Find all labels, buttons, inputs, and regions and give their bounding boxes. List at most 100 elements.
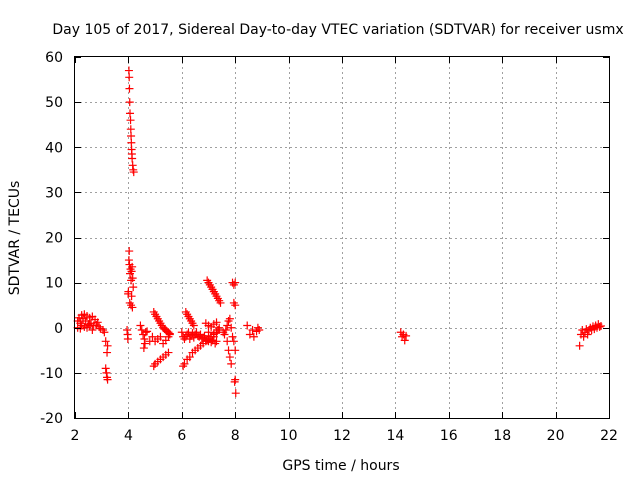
data-point: [140, 339, 149, 348]
y-tick-labels: -20 -10 0 10 20 30 40 50 60: [40, 50, 63, 427]
data-point: [227, 323, 236, 332]
data-point: [124, 66, 133, 75]
data-point: [103, 375, 112, 384]
data-point: [103, 348, 112, 357]
data-point: [93, 318, 102, 327]
data-point: [126, 116, 135, 125]
data-point: [127, 131, 136, 140]
data-point: [103, 341, 112, 350]
x-tick-label: 16: [440, 428, 458, 444]
data-point: [248, 326, 257, 335]
data-point: [139, 344, 148, 353]
data-point: [231, 301, 240, 310]
data-point: [231, 375, 240, 384]
data-point: [596, 321, 605, 330]
data-point: [129, 168, 138, 177]
y-tick-label: 60: [45, 50, 63, 66]
data-point: [225, 353, 234, 362]
x-tick-labels: 2 4 6 8 10 12 14 16 18 20 22: [71, 428, 618, 444]
data-point: [249, 332, 258, 341]
x-axis-label: GPS time / hours: [282, 458, 399, 474]
data-point: [223, 321, 232, 330]
y-axis-label: SDTVAR / TECUs: [7, 181, 23, 296]
y-tick-label: 40: [45, 140, 63, 156]
data-point: [126, 109, 135, 118]
y-tick-label: 20: [45, 231, 63, 247]
data-point: [209, 329, 218, 338]
x-tick-label: 22: [600, 428, 618, 444]
y-tick-label: -20: [40, 411, 63, 427]
data-point: [125, 98, 134, 107]
x-tick-label: 14: [386, 428, 404, 444]
x-tick-label: 10: [280, 428, 298, 444]
data-point: [224, 346, 233, 355]
data-point: [243, 321, 252, 330]
data-point: [227, 359, 236, 368]
data-point: [216, 298, 225, 307]
data-point: [137, 326, 146, 335]
data-point: [124, 287, 133, 296]
y-tick-label: -10: [40, 366, 63, 382]
data-point: [123, 335, 132, 344]
x-tick-label: 6: [177, 428, 186, 444]
data-point: [125, 73, 134, 82]
data-point: [185, 353, 194, 362]
chart-title: Day 105 of 2017, Sidereal Day-to-day VTE…: [52, 22, 623, 38]
data-point: [164, 328, 173, 337]
data-point: [192, 328, 201, 337]
y-tick-label: 0: [54, 321, 63, 337]
data-point: [128, 262, 137, 271]
data-point: [204, 328, 213, 337]
data-point: [595, 322, 604, 331]
data-point: [221, 326, 230, 335]
data-point: [575, 341, 584, 350]
data-point: [136, 321, 145, 330]
x-tick-label: 4: [124, 428, 133, 444]
data-point: [223, 337, 232, 346]
data-point: [126, 125, 135, 134]
data-point: [180, 359, 189, 368]
data-point: [231, 346, 240, 355]
data-point: [189, 321, 198, 330]
data-point: [125, 84, 134, 93]
x-tick-label: 8: [231, 428, 240, 444]
data-point: [228, 332, 237, 341]
data-point: [231, 278, 240, 287]
axis-ticks: [75, 57, 610, 419]
data-point: [127, 138, 136, 147]
data-point: [128, 154, 137, 163]
data-point: [213, 326, 222, 335]
grid-lines: [75, 57, 609, 418]
data-point: [400, 336, 409, 345]
data-point: [101, 364, 110, 373]
x-tick-label: 12: [333, 428, 351, 444]
data-point: [583, 330, 592, 339]
data-point: [141, 328, 150, 337]
data-point: [128, 303, 137, 312]
data-point: [177, 328, 186, 337]
data-point: [220, 330, 229, 339]
y-tick-label: 50: [45, 95, 63, 111]
data-point: [212, 318, 221, 327]
data-point: [143, 327, 152, 336]
x-tick-label: 2: [71, 428, 80, 444]
data-point: [85, 321, 94, 330]
data-point: [231, 389, 240, 398]
data-point: [402, 331, 411, 340]
data-point: [212, 337, 221, 346]
data-point: [88, 326, 97, 335]
data-point: [245, 330, 254, 339]
x-tick-label: 20: [547, 428, 565, 444]
data-point: [129, 283, 138, 292]
data-point: [156, 332, 165, 341]
data-point: [128, 274, 137, 283]
data-point: [165, 329, 174, 338]
x-tick-label: 18: [493, 428, 511, 444]
series-sdtvar: [73, 66, 605, 398]
data-point: [579, 332, 588, 341]
data-point: [255, 326, 264, 335]
data-point: [229, 337, 238, 346]
data-point: [148, 332, 157, 341]
data-point: [127, 292, 136, 301]
